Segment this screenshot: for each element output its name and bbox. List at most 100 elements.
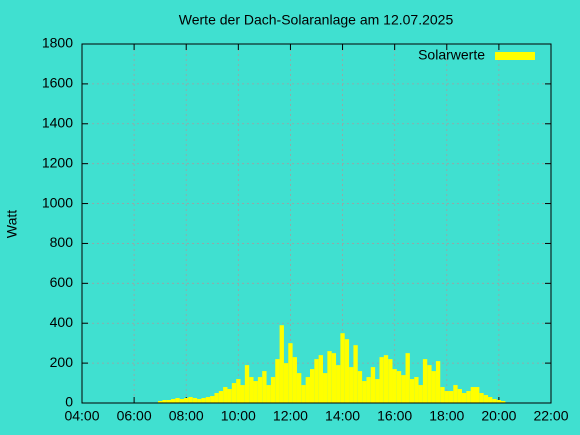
bar	[496, 400, 502, 403]
bar	[292, 357, 297, 403]
bar	[435, 361, 441, 403]
x-tick-label: 14:00	[325, 408, 360, 424]
bar	[305, 377, 310, 403]
bar	[227, 389, 232, 403]
bar	[296, 373, 302, 403]
bar	[184, 398, 189, 403]
bar	[192, 398, 198, 403]
bar	[444, 391, 449, 403]
bar	[383, 355, 389, 403]
bar	[388, 359, 393, 403]
bar	[362, 381, 367, 403]
bar	[205, 397, 211, 403]
x-tick-label: 06:00	[117, 408, 152, 424]
bar	[370, 367, 376, 403]
y-tick-label: 1200	[42, 154, 73, 170]
bar	[214, 393, 219, 403]
bar	[275, 359, 280, 403]
bar	[166, 400, 172, 403]
bar	[409, 379, 415, 403]
bar	[457, 389, 462, 403]
bar	[466, 391, 471, 403]
x-tick-label: 08:00	[169, 408, 204, 424]
bar	[418, 385, 423, 403]
bar	[244, 365, 250, 403]
bar	[236, 379, 241, 403]
bar	[483, 395, 489, 403]
y-tick-label: 600	[50, 274, 74, 290]
bar	[157, 401, 163, 403]
bar	[392, 369, 397, 403]
bar	[179, 399, 185, 403]
bar	[279, 325, 284, 403]
y-tick-label: 1600	[42, 75, 73, 91]
bar	[175, 398, 180, 403]
bar	[422, 359, 428, 403]
bar	[349, 367, 354, 403]
bar	[262, 371, 267, 403]
bar	[375, 379, 380, 403]
bar	[188, 397, 193, 403]
bar	[479, 393, 484, 403]
bar	[327, 351, 332, 403]
bar	[379, 357, 384, 403]
bar	[318, 355, 324, 403]
bar	[288, 343, 293, 403]
bar	[314, 359, 319, 403]
bar	[357, 371, 363, 403]
bar	[309, 369, 315, 403]
bar	[405, 353, 410, 403]
bar	[461, 393, 467, 403]
bar	[427, 365, 432, 403]
bar	[353, 345, 358, 403]
bar	[366, 377, 371, 403]
bar	[340, 333, 345, 403]
bar	[501, 401, 506, 403]
bar	[301, 385, 306, 403]
bar	[448, 391, 454, 403]
x-tick-label: 22:00	[533, 408, 568, 424]
bar	[270, 377, 276, 403]
bar	[401, 375, 406, 403]
y-axis-label: Watt	[4, 210, 20, 238]
y-tick-label: 1400	[42, 114, 73, 130]
bar	[240, 385, 245, 403]
bar	[283, 363, 289, 403]
bar	[475, 387, 480, 403]
bar	[414, 377, 419, 403]
bar	[218, 391, 224, 403]
bar	[223, 387, 228, 403]
y-tick-label: 0	[65, 394, 73, 410]
legend-label: Solarwerte	[418, 47, 485, 63]
bar	[470, 387, 476, 403]
x-tick-label: 04:00	[64, 408, 99, 424]
bar	[323, 373, 328, 403]
bar	[210, 396, 215, 403]
bar	[396, 371, 402, 403]
bar	[162, 400, 167, 403]
bar	[231, 383, 237, 403]
bar	[492, 399, 497, 403]
chart-title: Werte der Dach-Solaranlage am 12.07.2025	[179, 12, 454, 28]
bar	[253, 381, 258, 403]
bar	[344, 339, 350, 403]
x-tick-label: 10:00	[221, 408, 256, 424]
x-tick-label: 12:00	[273, 408, 308, 424]
bar	[171, 399, 176, 403]
bar	[431, 371, 436, 403]
y-tick-label: 400	[50, 314, 74, 330]
y-tick-label: 1800	[42, 35, 73, 51]
legend-swatch	[495, 52, 535, 60]
bar	[257, 377, 263, 403]
plot-frame	[81, 43, 552, 404]
bar	[488, 397, 493, 403]
x-tick-label: 16:00	[377, 408, 412, 424]
bar	[453, 385, 458, 403]
bar	[440, 387, 445, 403]
bar	[201, 398, 206, 403]
bar	[249, 377, 254, 403]
y-tick-label: 800	[50, 234, 74, 250]
y-tick-label: 1000	[42, 194, 73, 210]
bar	[331, 353, 337, 403]
